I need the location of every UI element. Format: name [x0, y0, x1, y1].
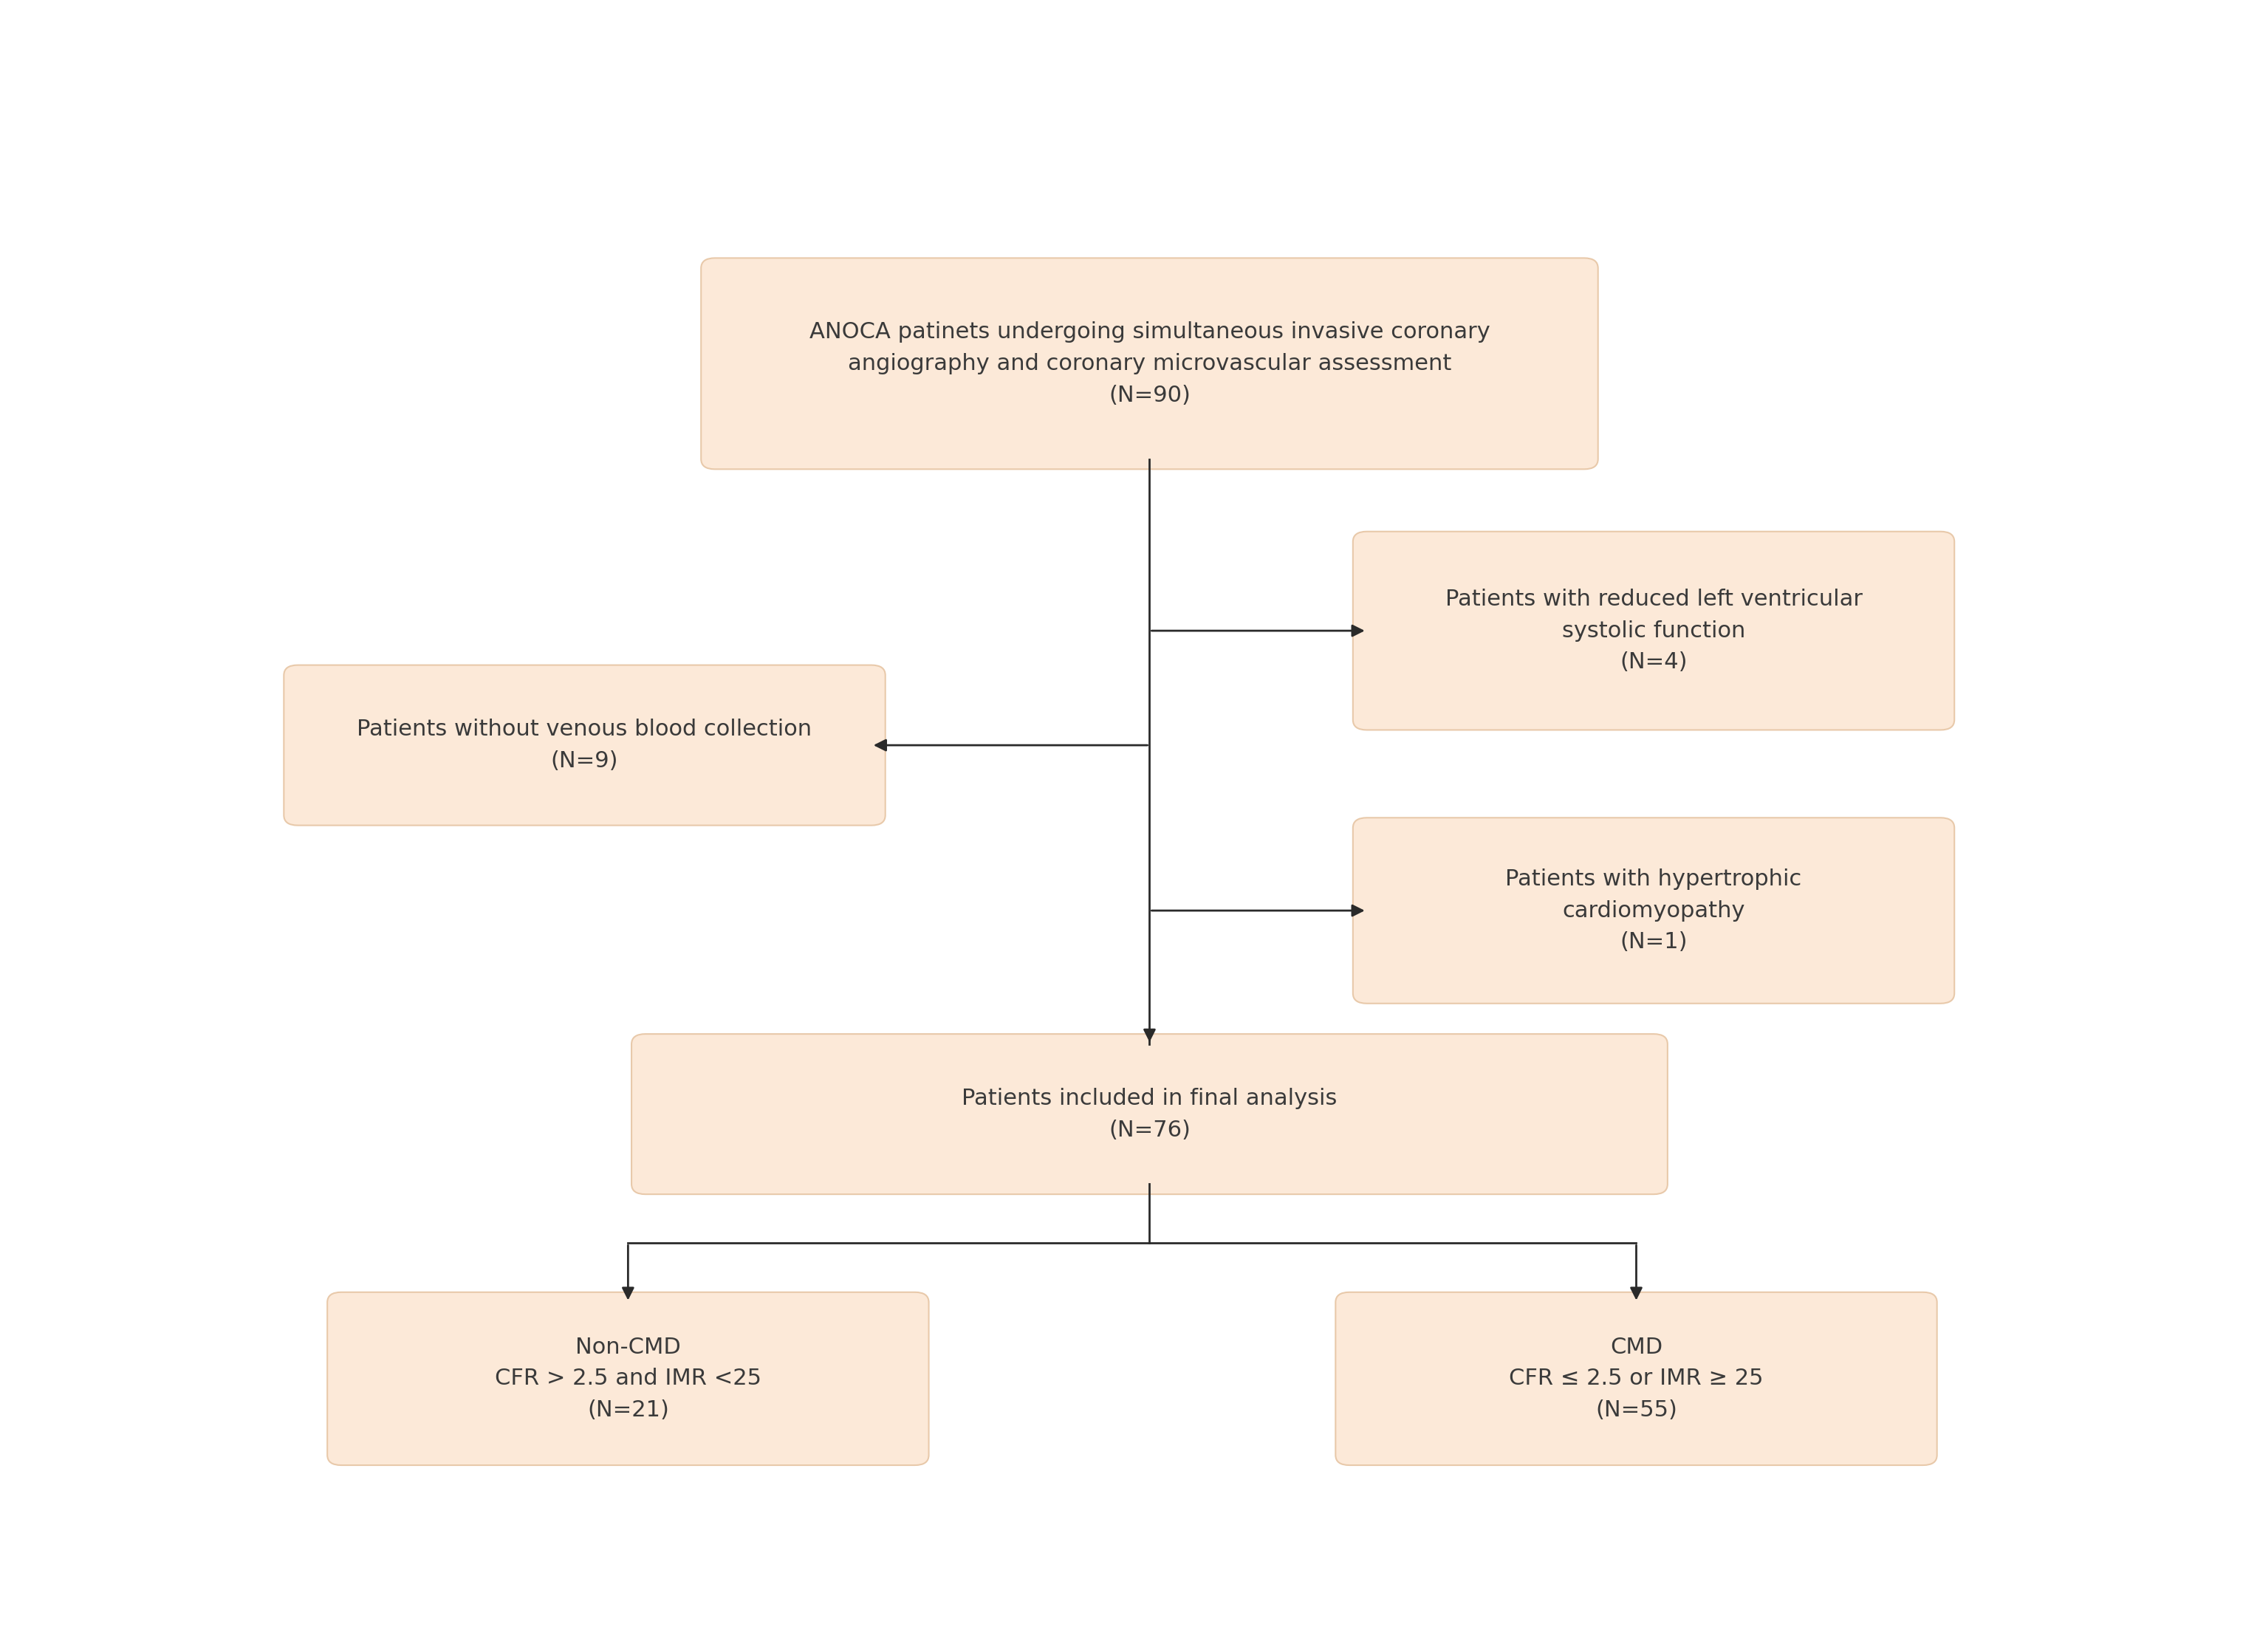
Text: Patients with hypertrophic
cardiomyopathy
(N=1): Patients with hypertrophic cardiomyopath… [1505, 869, 1801, 953]
Text: ANOCA patinets undergoing simultaneous invasive coronary
angiography and coronar: ANOCA patinets undergoing simultaneous i… [810, 320, 1489, 406]
FancyBboxPatch shape [285, 666, 886, 826]
FancyBboxPatch shape [633, 1034, 1667, 1194]
FancyBboxPatch shape [327, 1292, 929, 1465]
Text: Patients with reduced left ventricular
systolic function
(N=4): Patients with reduced left ventricular s… [1444, 588, 1862, 672]
FancyBboxPatch shape [1335, 1292, 1938, 1465]
FancyBboxPatch shape [1353, 532, 1954, 730]
Text: Non-CMD
CFR > 2.5 and IMR <25
(N=21): Non-CMD CFR > 2.5 and IMR <25 (N=21) [496, 1336, 760, 1421]
FancyBboxPatch shape [702, 258, 1597, 469]
Text: Patients included in final analysis
(N=76): Patients included in final analysis (N=7… [962, 1087, 1337, 1140]
Text: Patients without venous blood collection
(N=9): Patients without venous blood collection… [357, 719, 812, 771]
FancyBboxPatch shape [1353, 818, 1954, 1003]
Text: CMD
CFR ≤ 2.5 or IMR ≥ 25
(N=55): CMD CFR ≤ 2.5 or IMR ≥ 25 (N=55) [1510, 1336, 1763, 1421]
